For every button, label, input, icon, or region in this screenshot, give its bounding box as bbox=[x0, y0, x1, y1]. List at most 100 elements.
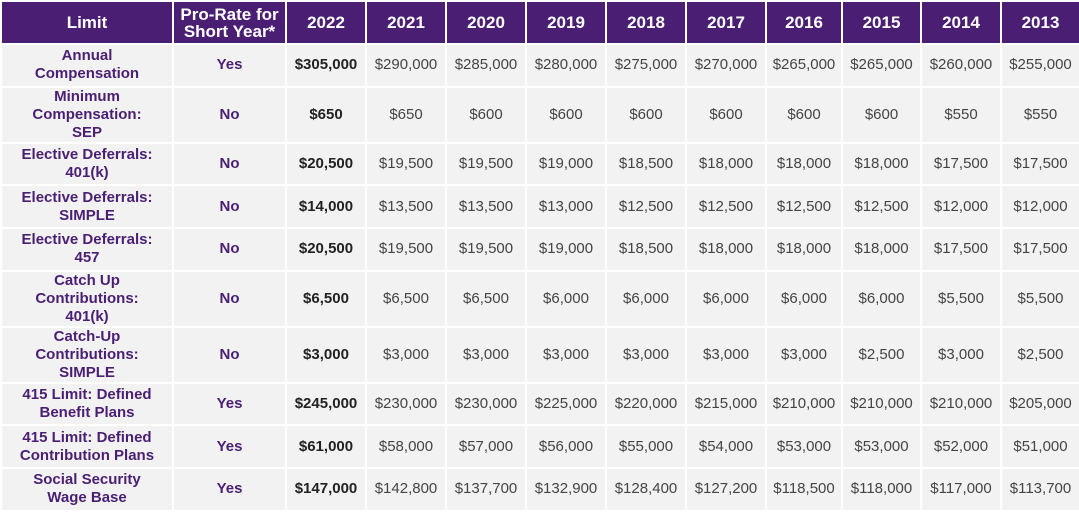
limit-value: $18,000 bbox=[841, 141, 922, 187]
column-header: 2021 bbox=[365, 0, 447, 45]
limit-value: $255,000 bbox=[1000, 43, 1079, 88]
limit-value: $600 bbox=[685, 85, 767, 144]
column-header: 2019 bbox=[525, 0, 607, 45]
limit-value: $3,000 bbox=[605, 325, 687, 384]
limit-value: $285,000 bbox=[445, 43, 527, 88]
limit-name: Minimum Compensation: SEP bbox=[0, 85, 174, 144]
column-header: Pro-Rate for Short Year* bbox=[172, 0, 287, 45]
limit-name: Elective Deferrals: 457 bbox=[0, 227, 174, 272]
column-header: 2017 bbox=[685, 0, 767, 45]
limit-value: $210,000 bbox=[920, 381, 1002, 427]
pro-rate: No bbox=[172, 85, 287, 144]
limit-value: $3,000 bbox=[920, 325, 1002, 384]
pro-rate: Yes bbox=[172, 381, 287, 427]
limit-value: $117,000 bbox=[920, 467, 1002, 512]
limit-value: $51,000 bbox=[1000, 424, 1079, 470]
table-row: Minimum Compensation: SEP No $650 $650 $600 $… bbox=[0, 85, 1079, 144]
limit-name: Elective Deferrals: SIMPLE bbox=[0, 184, 174, 230]
limit-value: $245,000 bbox=[285, 381, 367, 427]
limit-value: $290,000 bbox=[365, 43, 447, 88]
limit-value: $3,000 bbox=[365, 325, 447, 384]
limit-value: $210,000 bbox=[841, 381, 922, 427]
limit-value: $6,500 bbox=[365, 269, 447, 328]
limit-value: $61,000 bbox=[285, 424, 367, 470]
limit-value: $56,000 bbox=[525, 424, 607, 470]
table-row: Social Security Wage Base Yes $147,000 $142… bbox=[0, 467, 1079, 512]
limit-value: $20,500 bbox=[285, 141, 367, 187]
limit-value: $270,000 bbox=[685, 43, 767, 88]
limit-value: $137,700 bbox=[445, 467, 527, 512]
pro-rate: No bbox=[172, 325, 287, 384]
limit-value: $12,500 bbox=[841, 184, 922, 230]
table-row: 415 Limit: Defined Contribution Plans Yes… bbox=[0, 424, 1079, 470]
limit-value: $58,000 bbox=[365, 424, 447, 470]
limit-value: $550 bbox=[1000, 85, 1079, 144]
limit-value: $5,500 bbox=[920, 269, 1002, 328]
limit-value: $6,000 bbox=[765, 269, 843, 328]
limit-value: $230,000 bbox=[445, 381, 527, 427]
limit-value: $12,500 bbox=[685, 184, 767, 230]
limit-value: $53,000 bbox=[841, 424, 922, 470]
limit-value: $3,000 bbox=[765, 325, 843, 384]
table-row: 415 Limit: Defined Benefit Plans Yes $245,… bbox=[0, 381, 1079, 427]
limit-name: Catch-Up Contributions: SIMPLE bbox=[0, 325, 174, 384]
limit-value: $19,500 bbox=[445, 227, 527, 272]
limit-value: $550 bbox=[920, 85, 1002, 144]
column-header: 2022 bbox=[285, 0, 367, 45]
table-body: Annual Compensation Yes $305,000 $290,000 $2… bbox=[0, 43, 1079, 512]
limit-value: $12,500 bbox=[605, 184, 687, 230]
limit-value: $18,000 bbox=[765, 141, 843, 187]
limit-value: $14,000 bbox=[285, 184, 367, 230]
limit-value: $600 bbox=[445, 85, 527, 144]
limit-value: $19,000 bbox=[525, 227, 607, 272]
limit-value: $54,000 bbox=[685, 424, 767, 470]
limit-value: $19,500 bbox=[445, 141, 527, 187]
limit-value: $220,000 bbox=[605, 381, 687, 427]
pro-rate: Yes bbox=[172, 424, 287, 470]
limit-value: $55,000 bbox=[605, 424, 687, 470]
limit-name: 415 Limit: Defined Contribution Plans bbox=[0, 424, 174, 470]
limit-value: $265,000 bbox=[841, 43, 922, 88]
limit-value: $13,000 bbox=[525, 184, 607, 230]
pro-rate: No bbox=[172, 184, 287, 230]
table-row: Catch-Up Contributions: SIMPLE No $3,000 $3… bbox=[0, 325, 1079, 384]
limit-value: $118,500 bbox=[765, 467, 843, 512]
limit-value: $53,000 bbox=[765, 424, 843, 470]
limit-value: $57,000 bbox=[445, 424, 527, 470]
limit-value: $13,500 bbox=[365, 184, 447, 230]
limit-name: Elective Deferrals: 401(k) bbox=[0, 141, 174, 187]
limit-value: $260,000 bbox=[920, 43, 1002, 88]
column-header: 2014 bbox=[920, 0, 1002, 45]
column-header: 2018 bbox=[605, 0, 687, 45]
limit-value: $210,000 bbox=[765, 381, 843, 427]
limit-name: 415 Limit: Defined Benefit Plans bbox=[0, 381, 174, 427]
limit-value: $6,000 bbox=[685, 269, 767, 328]
limit-value: $2,500 bbox=[841, 325, 922, 384]
limit-value: $600 bbox=[605, 85, 687, 144]
limit-value: $280,000 bbox=[525, 43, 607, 88]
column-header: 2015 bbox=[841, 0, 922, 45]
column-header: 2013 bbox=[1000, 0, 1079, 45]
limit-value: $128,400 bbox=[605, 467, 687, 512]
limit-value: $205,000 bbox=[1000, 381, 1079, 427]
table-row: Elective Deferrals: 457 No $20,500 $19,500 $… bbox=[0, 227, 1079, 272]
limit-value: $6,500 bbox=[285, 269, 367, 328]
limit-value: $650 bbox=[365, 85, 447, 144]
limit-value: $118,000 bbox=[841, 467, 922, 512]
limit-value: $600 bbox=[841, 85, 922, 144]
pro-rate: Yes bbox=[172, 467, 287, 512]
limit-value: $600 bbox=[765, 85, 843, 144]
limit-value: $132,900 bbox=[525, 467, 607, 512]
table-row: Catch Up Contributions: 401(k) No $6,500 $6… bbox=[0, 269, 1079, 328]
limit-value: $3,000 bbox=[685, 325, 767, 384]
column-header: Limit bbox=[0, 0, 174, 45]
limit-value: $19,500 bbox=[365, 227, 447, 272]
limit-value: $3,000 bbox=[525, 325, 607, 384]
header-row: Limit Pro-Rate for Short Year* 2022 2021 202… bbox=[0, 0, 1079, 45]
limit-value: $18,000 bbox=[765, 227, 843, 272]
pro-rate: No bbox=[172, 269, 287, 328]
limit-value: $127,200 bbox=[685, 467, 767, 512]
limit-value: $275,000 bbox=[605, 43, 687, 88]
limit-value: $18,500 bbox=[605, 227, 687, 272]
